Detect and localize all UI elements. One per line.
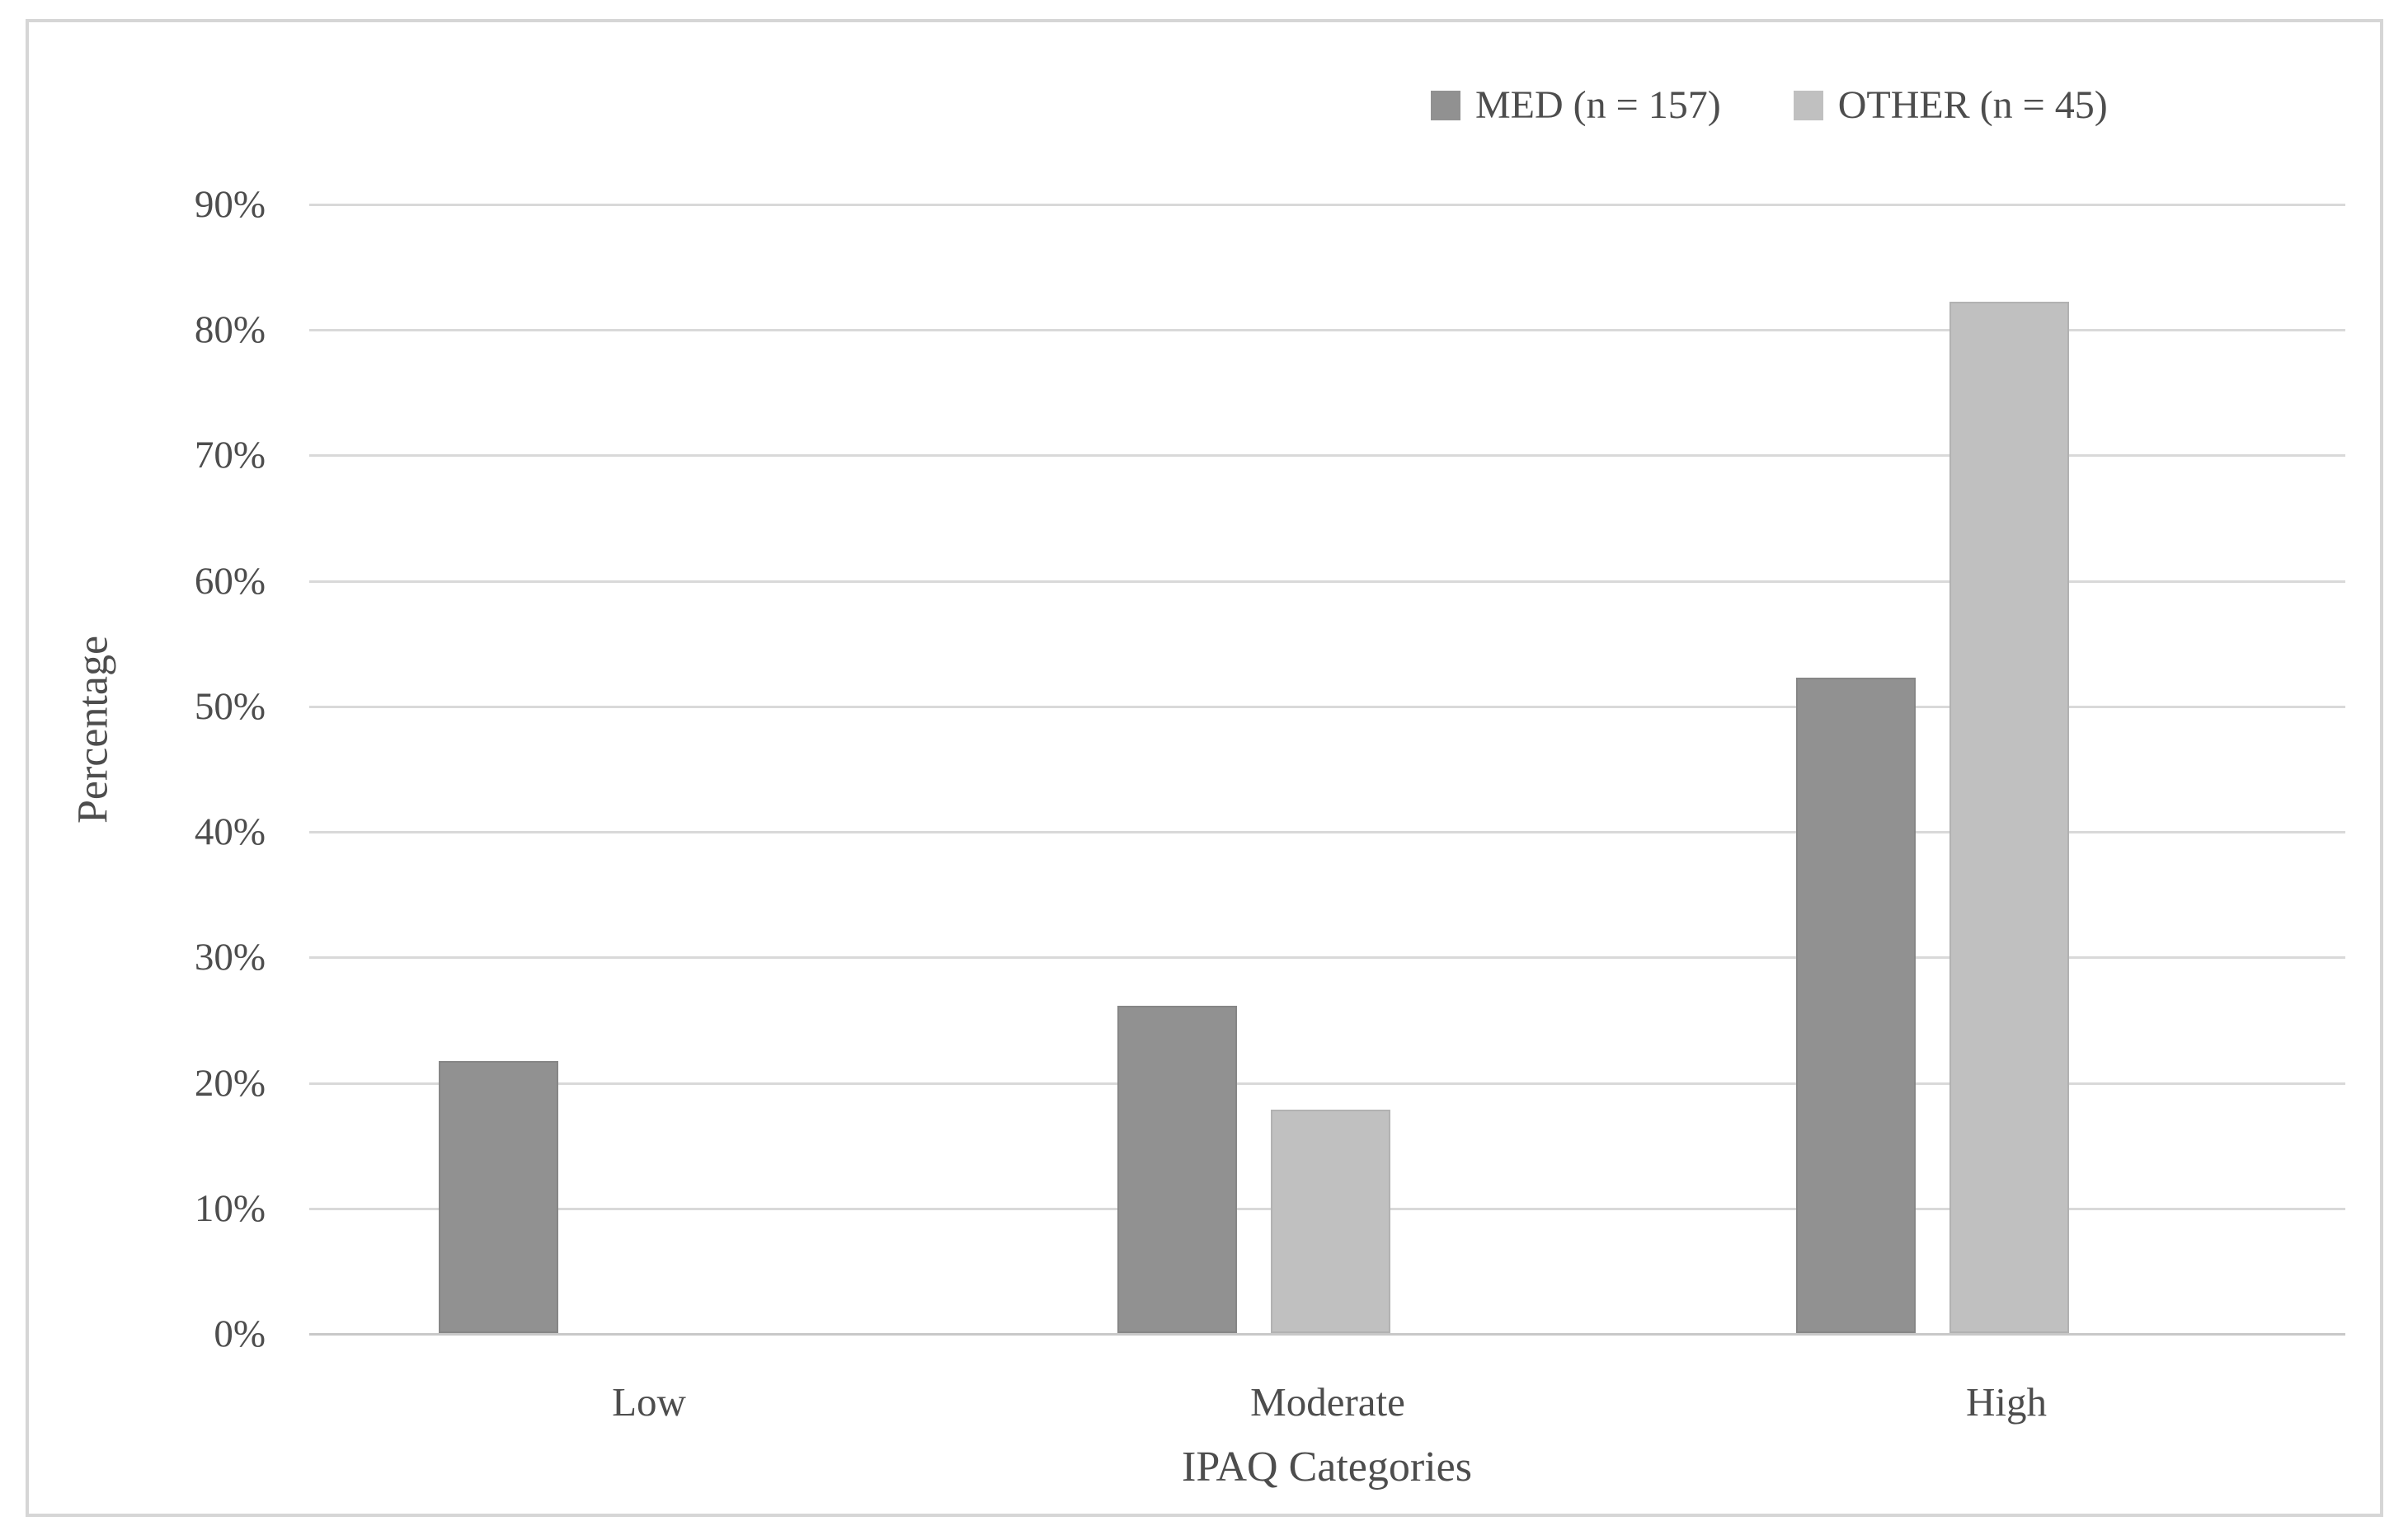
legend: MED (n = 157) OTHER (n = 45) [1431,82,2108,128]
gridline-80 [309,329,2345,331]
legend-label: MED (n = 157) [1475,83,1721,127]
y-tick-label-50: 50% [194,685,266,728]
x-axis-line [309,1333,2345,1336]
gridline-70 [309,454,2345,457]
legend-item-med: MED (n = 157) [1431,82,1721,128]
y-tick-label-0: 0% [214,1312,266,1355]
bar-med-low [439,1061,558,1333]
y-tick-label-20: 20% [194,1062,266,1105]
bar-other-high [1949,302,2069,1333]
legend-swatch-icon [1793,90,1823,120]
y-tick-label-60: 60% [194,560,266,603]
y-tick-label-40: 40% [194,810,266,853]
y-axis-title: Percentage [69,635,117,824]
x-axis-title: IPAQ Categories [1182,1444,1472,1491]
gridline-60 [309,580,2345,583]
bar-med-moderate [1117,1006,1237,1333]
legend-item-other: OTHER (n = 45) [1793,82,2108,128]
x-category-label-high: High [1966,1379,2047,1425]
y-tick-label-90: 90% [194,183,266,226]
x-category-label-low: Low [612,1379,686,1425]
gridline-40 [309,831,2345,833]
legend-label: OTHER (n = 45) [1837,83,2108,127]
gridline-20 [309,1082,2345,1085]
y-tick-label-70: 70% [194,434,266,477]
y-tick-label-30: 30% [194,936,266,979]
gridline-30 [309,956,2345,959]
y-tick-label-80: 80% [194,308,266,351]
gridline-50 [309,706,2345,708]
bar-other-moderate [1271,1110,1390,1333]
y-tick-label-10: 10% [194,1187,266,1230]
bar-med-high [1796,678,1916,1333]
gridline-90 [309,204,2345,206]
legend-swatch-icon [1431,90,1460,120]
x-category-label-moderate: Moderate [1250,1379,1405,1425]
